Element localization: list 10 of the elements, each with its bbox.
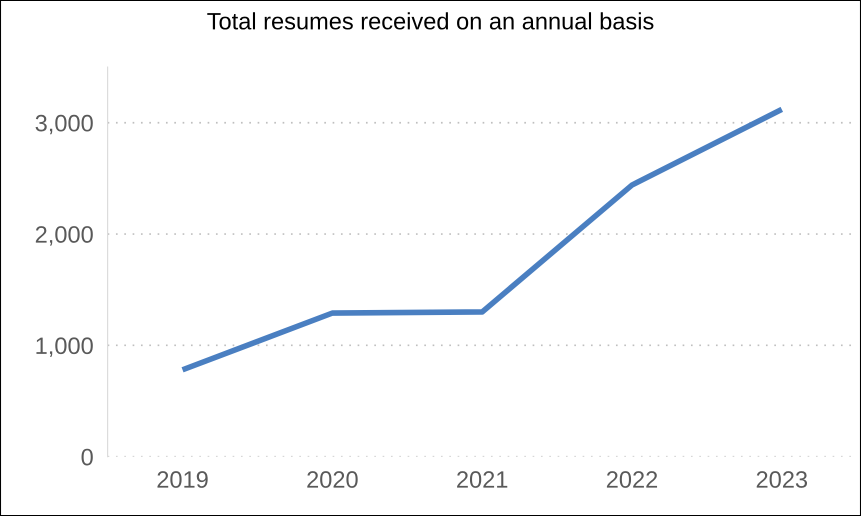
y-tick-label: 1,000 [36,337,93,357]
y-tick-label: 2,000 [36,226,93,246]
y-tick-label: 3,000 [36,114,93,134]
x-tick-label: 2021 [457,471,508,488]
y-tick-label: 0 [82,448,93,466]
x-tick-label: 2020 [307,471,358,488]
x-tick-label: 2019 [157,471,208,488]
chart-title: Total resumes received on an annual basis [207,12,654,30]
x-tick-label: 2023 [756,471,808,488]
x-tick-label: 2022 [606,471,658,488]
